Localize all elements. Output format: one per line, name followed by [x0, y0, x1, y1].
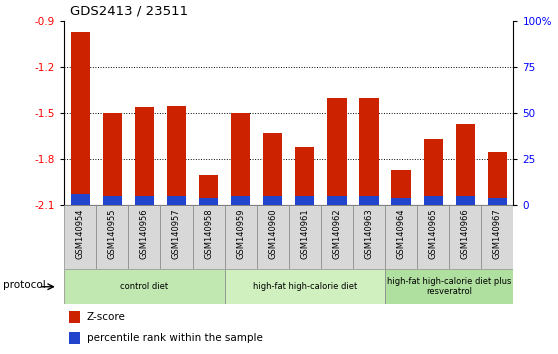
Text: GSM140957: GSM140957 — [172, 209, 181, 259]
Bar — [199, 175, 218, 205]
Text: high-fat high-calorie diet plus
resveratrol: high-fat high-calorie diet plus resverat… — [387, 277, 511, 296]
Bar — [199, 198, 218, 205]
Bar — [353, 205, 385, 269]
Bar — [424, 196, 443, 205]
Bar — [392, 170, 411, 205]
Bar — [135, 107, 154, 205]
Bar — [295, 196, 315, 205]
Bar — [424, 139, 443, 205]
Text: percentile rank within the sample: percentile rank within the sample — [86, 333, 262, 343]
Bar — [385, 205, 417, 269]
Bar — [263, 196, 282, 205]
Text: GSM140954: GSM140954 — [76, 209, 85, 259]
Bar — [263, 133, 282, 205]
Text: GSM140958: GSM140958 — [204, 209, 213, 259]
Bar — [224, 205, 257, 269]
Bar — [193, 205, 224, 269]
Bar — [69, 332, 80, 343]
Text: GSM140967: GSM140967 — [493, 209, 502, 259]
Bar — [224, 269, 385, 304]
Bar — [359, 98, 378, 205]
Bar — [481, 205, 513, 269]
Bar — [161, 205, 193, 269]
Bar — [328, 196, 347, 205]
Bar — [64, 269, 224, 304]
Bar — [321, 205, 353, 269]
Text: GSM140956: GSM140956 — [140, 209, 149, 259]
Text: GDS2413 / 23511: GDS2413 / 23511 — [70, 5, 188, 18]
Bar — [103, 113, 122, 205]
Bar — [488, 198, 507, 205]
Text: GSM140965: GSM140965 — [429, 209, 437, 259]
Bar — [392, 198, 411, 205]
Bar — [167, 105, 186, 205]
Bar — [417, 205, 449, 269]
Bar — [135, 196, 154, 205]
Text: high-fat high-calorie diet: high-fat high-calorie diet — [253, 282, 357, 291]
Bar — [455, 196, 475, 205]
Bar — [70, 194, 90, 205]
Bar — [488, 152, 507, 205]
Text: control diet: control diet — [121, 282, 169, 291]
Bar — [359, 196, 378, 205]
Bar — [328, 98, 347, 205]
Bar — [449, 205, 481, 269]
Text: GSM140959: GSM140959 — [236, 209, 245, 259]
Text: GSM140966: GSM140966 — [461, 209, 470, 259]
Text: protocol: protocol — [3, 280, 46, 290]
Bar — [231, 113, 251, 205]
Bar — [295, 147, 315, 205]
Bar — [167, 196, 186, 205]
Text: GSM140962: GSM140962 — [333, 209, 341, 259]
Bar — [385, 269, 513, 304]
Bar — [289, 205, 321, 269]
Bar — [231, 196, 251, 205]
Text: GSM140964: GSM140964 — [397, 209, 406, 259]
Bar — [64, 205, 96, 269]
Bar — [128, 205, 161, 269]
Bar — [69, 312, 80, 323]
Bar — [70, 32, 90, 205]
Text: GSM140961: GSM140961 — [300, 209, 309, 259]
Text: Z-score: Z-score — [86, 312, 126, 322]
Bar — [455, 124, 475, 205]
Bar — [103, 196, 122, 205]
Text: GSM140955: GSM140955 — [108, 209, 117, 259]
Text: GSM140963: GSM140963 — [364, 209, 373, 259]
Text: GSM140960: GSM140960 — [268, 209, 277, 259]
Bar — [257, 205, 289, 269]
Bar — [97, 205, 128, 269]
